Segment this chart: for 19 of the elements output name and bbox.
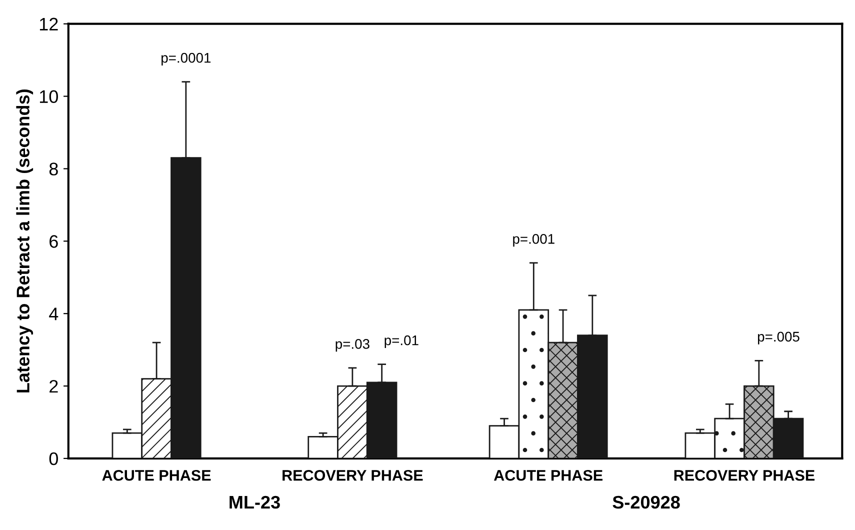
text: ML-23 [230,496,280,509]
y-tick-label: 4 [49,308,58,320]
annotation: p=.0001 [162,52,211,66]
annotation: p=.01 [384,335,418,348]
x-tick-label: ACUTE PHASE [102,470,211,481]
y-tick-label: 12 [40,18,58,30]
x-tick-label: RECOVERY PHASE [674,470,815,481]
annotation: p=.001 [513,234,554,247]
y-axis-title: Latency to Retract a limb (seconds) [16,90,34,392]
y-tick-label: 10 [40,90,58,104]
y-tick-label: 8 [49,162,58,176]
annotation: p=.03 [336,339,370,352]
y-tick-label: 2 [50,380,58,393]
annotation: p=.005 [758,332,800,344]
y-tick-label: 0 [49,452,58,466]
text: S-20928 [612,496,680,509]
x-tick-label: ACUTE PHASE [494,470,602,481]
x-tick-label: RECOVERY PHASE [282,470,423,481]
y-tick-label: 6 [50,235,58,248]
